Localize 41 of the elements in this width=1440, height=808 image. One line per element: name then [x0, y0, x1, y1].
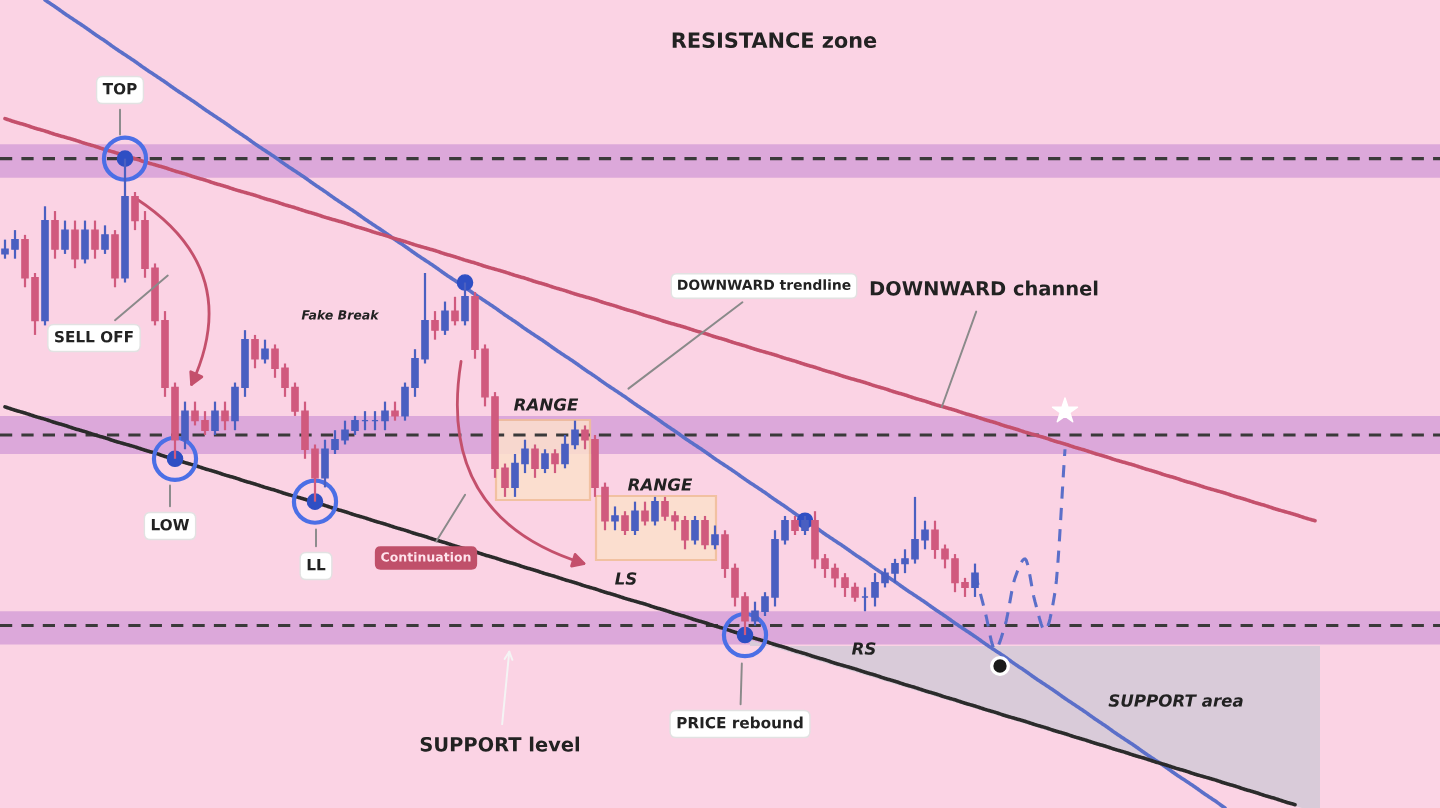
candlestick — [81, 219, 89, 265]
candlestick — [531, 443, 539, 479]
candlestick — [391, 400, 399, 422]
candlestick — [801, 514, 809, 537]
text: SUPPORT area — [1108, 694, 1243, 707]
text: RS — [851, 642, 876, 655]
candlestick — [971, 562, 979, 599]
candlestick — [61, 219, 69, 256]
candlestick — [621, 510, 629, 537]
candlestick — [451, 295, 459, 327]
candlestick — [651, 495, 659, 527]
candlestick — [431, 309, 439, 341]
annotation: RANGE — [627, 478, 693, 491]
candlestick — [101, 224, 109, 256]
candlestick — [701, 514, 709, 551]
candlestick — [551, 448, 559, 475]
candlestick — [441, 300, 449, 337]
candlestick — [691, 514, 699, 546]
candlestick — [111, 229, 119, 289]
annotation: DOWNWARD channel — [870, 280, 1098, 296]
candlestick — [261, 338, 269, 365]
candlestick — [211, 400, 219, 437]
candlestick — [181, 400, 189, 451]
candlestick — [461, 281, 469, 327]
candlestick — [91, 219, 99, 260]
candlestick — [221, 400, 229, 432]
point — [456, 274, 474, 291]
annotation: LS — [615, 572, 637, 585]
candlestick — [631, 500, 639, 537]
candlestick — [611, 505, 619, 532]
candlestick — [791, 514, 799, 537]
candlestick — [711, 524, 719, 551]
text: SUPPORT level — [420, 736, 580, 752]
candlestick — [71, 219, 79, 270]
point — [1051, 397, 1079, 423]
candlestick — [251, 333, 259, 370]
annotation: RANGE — [513, 398, 579, 411]
text: RESISTANCE zone — [672, 32, 877, 49]
candlestick — [51, 209, 59, 260]
candlestick — [541, 448, 549, 475]
candlestick — [641, 500, 649, 527]
